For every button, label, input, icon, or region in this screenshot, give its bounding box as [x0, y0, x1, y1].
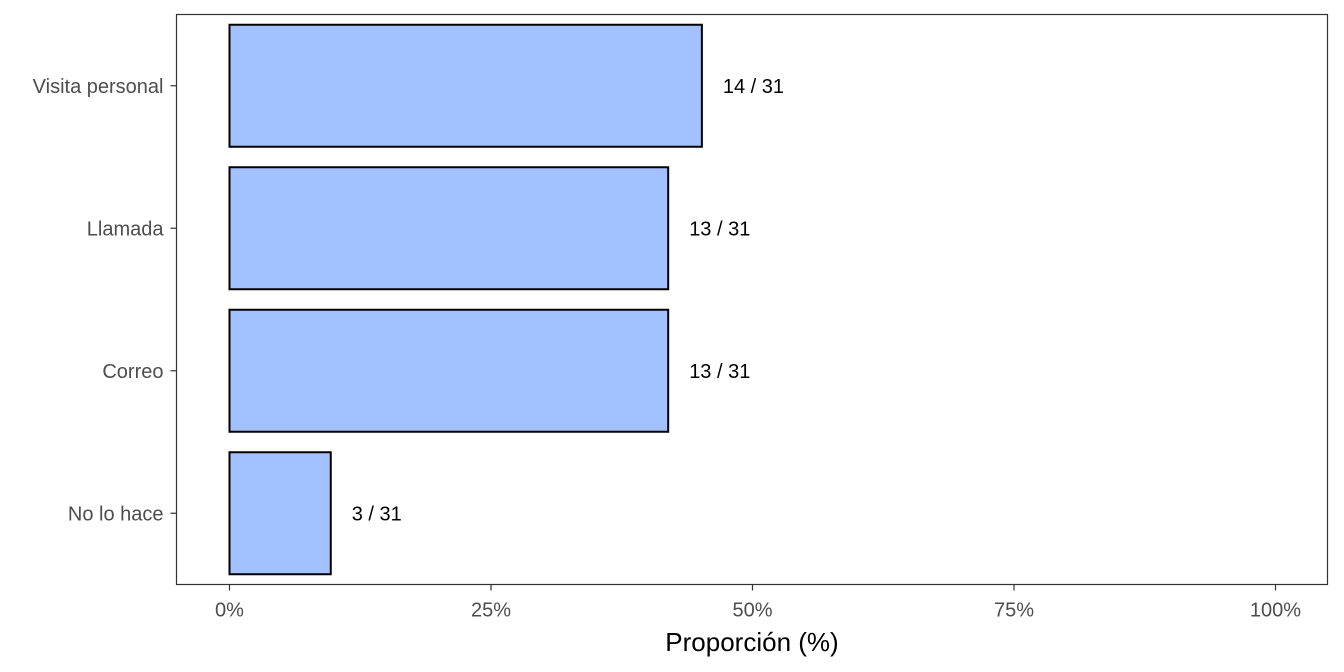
x-axis-title: Proporción (%): [665, 627, 838, 657]
y-tick-label: Visita personal: [33, 76, 164, 98]
bar-data-label: 13 / 31: [689, 361, 750, 383]
bar: [228, 166, 670, 291]
bar-data-label: 13 / 31: [689, 218, 750, 240]
y-tick-label: Llamada: [87, 218, 165, 240]
x-tick-label: 25%: [471, 600, 511, 622]
bar-data-label: 14 / 31: [723, 76, 784, 98]
x-tick-label: 100%: [1250, 600, 1301, 622]
y-tick-label: No lo hace: [68, 503, 164, 525]
x-tick-label: 75%: [994, 600, 1034, 622]
y-tick-label: Correo: [102, 361, 163, 383]
x-tick-label: 50%: [732, 600, 772, 622]
bar-data-label: 3 / 31: [352, 503, 402, 525]
bar: [228, 451, 332, 576]
bar: [228, 23, 703, 148]
bar: [228, 308, 670, 433]
x-tick-label: 0%: [215, 600, 244, 622]
